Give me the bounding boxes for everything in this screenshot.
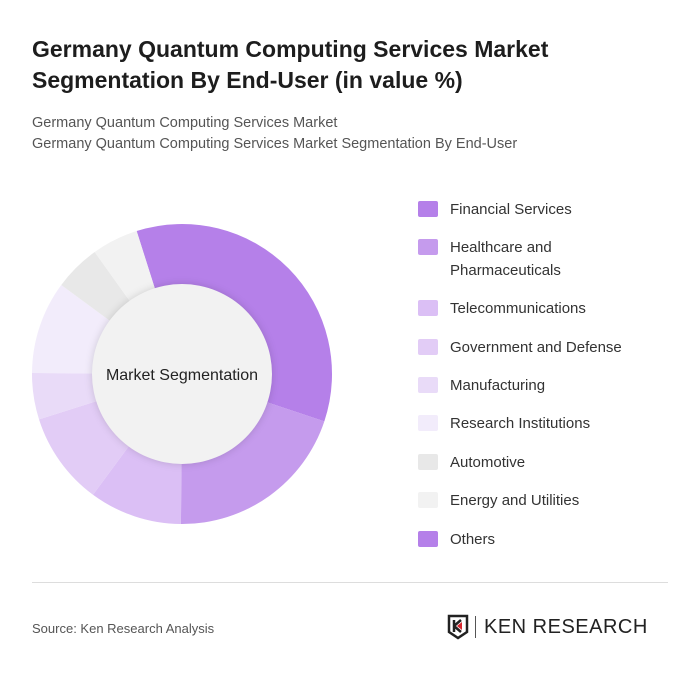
donut-chart: Market Segmentation	[32, 224, 332, 524]
logo-mark-icon	[447, 614, 469, 640]
legend-swatch	[418, 531, 438, 547]
legend-item: Government and Defense	[418, 336, 688, 359]
legend-item: Manufacturing	[418, 374, 688, 397]
legend-swatch	[418, 377, 438, 393]
legend-swatch	[418, 300, 438, 316]
legend-swatch	[418, 492, 438, 508]
legend-label: Automotive	[450, 454, 526, 471]
logo-text: KEN RESEARCH	[484, 615, 648, 638]
legend-item: Telecommunications	[418, 297, 688, 320]
logo-divider	[475, 616, 476, 638]
legend-label: Healthcare and Pharmaceuticals	[450, 239, 561, 279]
subtitle-2: Germany Quantum Computing Services Marke…	[32, 136, 518, 152]
divider	[32, 582, 668, 583]
legend-label: Energy and Utilities	[450, 492, 580, 509]
legend-label: Government and Defense	[450, 339, 622, 356]
legend-item: Others	[418, 528, 688, 551]
legend-item: Energy and Utilities	[418, 489, 688, 512]
slice-financial-services	[136, 224, 332, 422]
legend-item: Healthcare and Pharmaceuticals	[418, 236, 688, 282]
slice-government-and-defense	[39, 400, 130, 495]
legend-item: Financial Services	[418, 198, 688, 221]
slice-research-institutions	[32, 284, 112, 374]
legend-label: Financial Services	[450, 201, 572, 218]
legend-label: Research Institutions	[450, 415, 591, 432]
subtitle-1: Germany Quantum Computing Services Marke…	[32, 115, 338, 131]
legend-label: Telecommunications	[450, 300, 586, 317]
center-label: Market Segmentation	[106, 367, 258, 384]
legend-swatch	[418, 415, 438, 431]
legend-label: Manufacturing	[450, 377, 546, 394]
donut-center	[92, 284, 272, 464]
slice-automotive	[61, 252, 131, 322]
slice-manufacturing	[32, 372, 99, 420]
legend-swatch	[418, 201, 438, 217]
legend-swatch	[418, 339, 438, 355]
legend-swatch	[418, 239, 438, 255]
legend-item: Automotive	[418, 451, 688, 474]
source-note: Source: Ken Research Analysis	[32, 621, 215, 636]
legend-label: Others	[450, 531, 496, 548]
slice-healthcare-and-pharmaceuticals	[180, 401, 325, 524]
slice-energy-and-utilities	[94, 231, 156, 303]
slice-telecommunications	[92, 444, 182, 524]
legend-swatch	[418, 454, 438, 470]
ken-research-logo: KEN RESEARCH	[447, 614, 648, 640]
legend-item: Research Institutions	[418, 412, 688, 435]
chart-title: Germany Quantum Computing Services Marke…	[32, 36, 549, 93]
